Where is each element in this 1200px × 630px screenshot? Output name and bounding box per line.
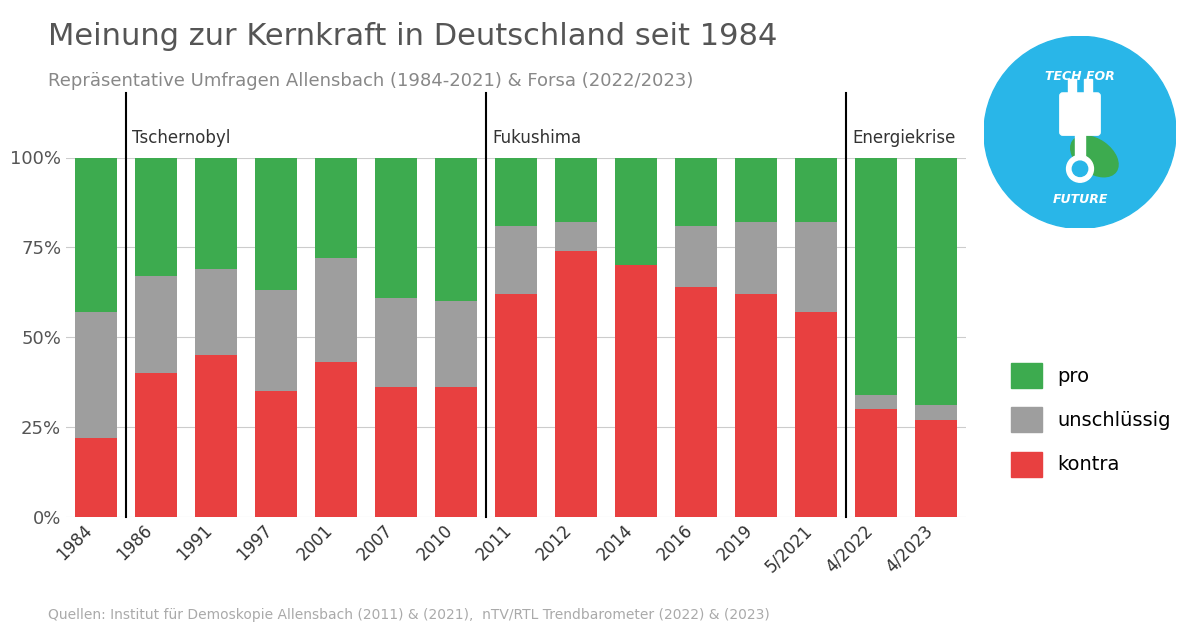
Bar — [256, 391, 298, 517]
Text: Quellen: Institut für Demoskopie Allensbach (2011) & (2021),  nTV/RTL Trendbarom: Quellen: Institut für Demoskopie Allensb… — [48, 609, 769, 622]
FancyBboxPatch shape — [1060, 93, 1100, 135]
Bar — [676, 287, 718, 517]
Bar — [436, 301, 478, 387]
Text: Repräsentative Umfragen Allensbach (1984-2021) & Forsa (2022/2023): Repräsentative Umfragen Allensbach (1984… — [48, 72, 694, 91]
Bar — [194, 269, 238, 355]
Bar — [796, 222, 838, 312]
Ellipse shape — [1070, 136, 1118, 177]
Bar — [916, 158, 958, 405]
Text: Energiekrise: Energiekrise — [852, 129, 955, 147]
Bar — [74, 158, 118, 312]
Bar — [554, 158, 598, 222]
Bar — [676, 158, 718, 226]
Bar — [134, 373, 178, 517]
Bar — [376, 158, 418, 297]
Bar — [736, 294, 778, 517]
Text: Tschernobyl: Tschernobyl — [132, 129, 230, 147]
Bar — [736, 158, 778, 222]
Bar — [856, 158, 898, 394]
Bar — [74, 312, 118, 438]
Legend: pro, unschlüssig, kontra: pro, unschlüssig, kontra — [1003, 355, 1178, 484]
Bar — [736, 222, 778, 294]
Bar — [496, 226, 538, 294]
Bar — [436, 387, 478, 517]
Circle shape — [1067, 156, 1093, 182]
Bar — [256, 158, 298, 290]
Bar — [676, 226, 718, 287]
Bar — [74, 438, 118, 517]
Bar — [134, 276, 178, 373]
Bar — [796, 312, 838, 517]
Bar — [554, 222, 598, 251]
Bar — [496, 158, 538, 226]
Bar — [314, 258, 358, 362]
Bar — [796, 158, 838, 222]
Bar — [1068, 79, 1076, 96]
Bar — [194, 158, 238, 269]
Bar — [616, 158, 658, 265]
Bar — [376, 297, 418, 387]
Bar — [496, 294, 538, 517]
Bar — [856, 409, 898, 517]
Bar — [314, 158, 358, 258]
Text: FUTURE: FUTURE — [1052, 193, 1108, 206]
Bar — [1084, 79, 1092, 96]
Bar — [616, 265, 658, 517]
Bar — [436, 158, 478, 301]
Bar — [916, 405, 958, 420]
Bar — [256, 290, 298, 391]
Bar — [194, 355, 238, 517]
Bar — [314, 362, 358, 517]
Circle shape — [984, 37, 1176, 228]
Bar — [554, 251, 598, 517]
Bar — [376, 387, 418, 517]
Text: TECH FOR: TECH FOR — [1045, 70, 1115, 83]
Bar — [134, 158, 178, 276]
Bar — [1075, 131, 1085, 166]
Text: Meinung zur Kernkraft in Deutschland seit 1984: Meinung zur Kernkraft in Deutschland sei… — [48, 22, 778, 51]
Text: Fukushima: Fukushima — [492, 129, 581, 147]
Circle shape — [1073, 161, 1087, 176]
Bar — [856, 394, 898, 409]
Bar — [916, 420, 958, 517]
